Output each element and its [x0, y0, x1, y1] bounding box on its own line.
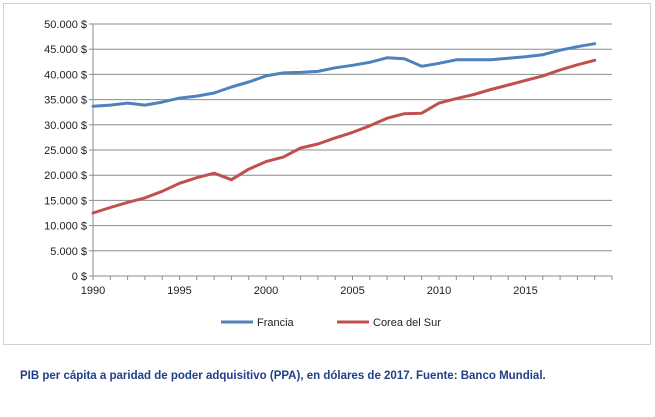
x-tick-label: 2015	[513, 285, 537, 297]
y-tick-label: 50.000 $	[44, 19, 87, 31]
series-line-francia	[91, 42, 597, 108]
x-tick-label: 2005	[340, 285, 364, 297]
y-axis-ticks: 0 $ 5.000 $ 10.000 $ 15.000 $ 20.000 $ 25.000…	[44, 19, 87, 283]
y-tick-label: 35.000 $	[44, 95, 87, 107]
y-tick-label: 45.000 $	[44, 44, 87, 56]
legend-label: Francia	[257, 317, 295, 329]
x-tick-label: 1990	[81, 285, 105, 297]
series-line-corea-del-sur	[91, 58, 597, 215]
legend: Francia Corea del Sur	[221, 317, 441, 329]
series-lines	[91, 42, 597, 215]
y-tick-label: 30.000 $	[44, 120, 87, 132]
y-tick-label: 0 $	[72, 271, 87, 283]
gridlines	[89, 23, 612, 277]
y-tick-label: 20.000 $	[44, 170, 87, 182]
chart-caption: PIB per cápita a paridad de poder adquis…	[20, 370, 546, 382]
x-tick-label: 2010	[427, 285, 451, 297]
chart-frame: 0 $ 5.000 $ 10.000 $ 15.000 $ 20.000 $ 25.000…	[3, 3, 651, 345]
legend-label: Corea del Sur	[373, 317, 441, 329]
y-tick-label: 25.000 $	[44, 145, 87, 157]
y-tick-label: 15.000 $	[44, 195, 87, 207]
gdp-per-capita-chart: 0 $ 5.000 $ 10.000 $ 15.000 $ 20.000 $ 25.000…	[44, 19, 613, 329]
y-tick-label: 10.000 $	[44, 221, 87, 233]
x-tick-label: 1995	[167, 285, 191, 297]
x-axis: 1990 1995 2000 2005 2010 2015	[81, 24, 613, 297]
x-tick-label: 2000	[254, 285, 278, 297]
y-tick-label: 40.000 $	[44, 69, 87, 81]
y-tick-label: 5.000 $	[50, 246, 87, 258]
